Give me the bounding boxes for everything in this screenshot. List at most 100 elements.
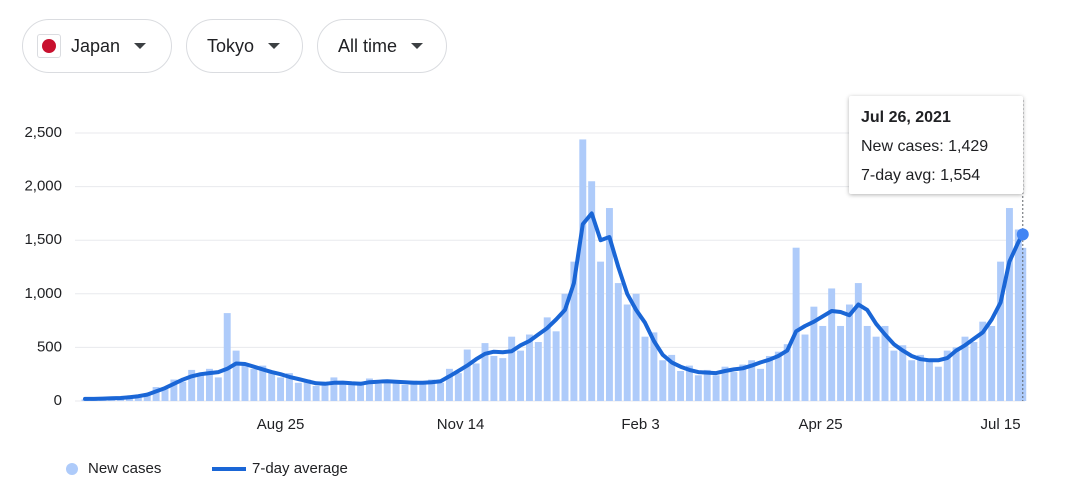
y-tick-label: 2,500 [24, 124, 62, 141]
bar [694, 375, 702, 401]
bar [934, 366, 942, 401]
x-tick-label: Feb 3 [621, 416, 659, 433]
bar [437, 382, 445, 401]
bar [614, 283, 622, 401]
bar [997, 261, 1005, 401]
bar [525, 334, 533, 401]
bar [765, 355, 773, 401]
bar [348, 384, 356, 401]
bar [908, 360, 916, 401]
bar [1005, 208, 1013, 401]
tooltip-title: Jul 26, 2021 [861, 109, 951, 126]
y-tick-label: 1,000 [24, 285, 62, 302]
time-dropdown[interactable]: All time [317, 19, 447, 73]
bar [881, 325, 889, 401]
bar [970, 342, 978, 401]
hover-point [1016, 228, 1029, 241]
bar [721, 366, 729, 401]
bar [837, 325, 845, 401]
tooltip: Jul 26, 2021 New cases: 1,429 7-day avg:… [849, 96, 1023, 194]
bar [712, 375, 720, 401]
bar [445, 368, 453, 401]
bar [161, 389, 169, 401]
bar [517, 350, 525, 401]
bar [1014, 229, 1022, 401]
bar [250, 368, 258, 401]
bar [374, 383, 382, 401]
bar [534, 342, 542, 401]
dropdown-label: All time [338, 35, 398, 56]
bar [854, 283, 862, 401]
bar [365, 378, 373, 401]
region-dropdown[interactable]: Tokyo [186, 19, 303, 73]
bar [214, 377, 222, 401]
bar [988, 325, 996, 401]
bar [561, 293, 569, 401]
bar [570, 261, 578, 401]
bar [294, 382, 302, 401]
bar [481, 343, 489, 401]
caret [411, 43, 424, 49]
bar [392, 382, 400, 401]
bar [330, 377, 338, 401]
bar [579, 139, 587, 401]
bar [241, 365, 249, 401]
bar [188, 369, 196, 401]
bar [783, 344, 791, 401]
bar [223, 313, 231, 401]
country-dropdown[interactable]: Japan [22, 19, 172, 73]
y-tick-label: 500 [37, 338, 62, 355]
bar [810, 306, 818, 401]
bar [632, 293, 640, 401]
legend-marker [66, 463, 78, 475]
bar [454, 373, 462, 401]
bar [668, 354, 676, 401]
bar [597, 261, 605, 401]
bar [472, 363, 480, 401]
bar [303, 379, 311, 401]
dropdown-label: Japan [71, 35, 121, 56]
bar [943, 350, 951, 401]
bar [650, 332, 658, 401]
bar [703, 369, 711, 401]
bar [757, 368, 765, 401]
y-tick-label: 0 [54, 392, 62, 409]
bar [605, 208, 613, 401]
bar [179, 381, 187, 401]
bar [259, 365, 267, 401]
bar [792, 247, 800, 401]
bar [134, 396, 142, 401]
bar [952, 347, 960, 401]
bar [419, 383, 427, 401]
x-tick-label: Aug 25 [257, 416, 305, 433]
bar [357, 381, 365, 401]
bar [321, 381, 329, 401]
bar [748, 360, 756, 401]
tooltip-row: New cases: 1,429 [861, 138, 989, 155]
bar [828, 288, 836, 401]
y-tick-label: 1,500 [24, 231, 62, 248]
bar [410, 380, 418, 401]
bar [819, 325, 827, 401]
y-tick-label: 2,000 [24, 178, 62, 195]
line [83, 211, 1025, 401]
bar [312, 385, 320, 401]
bar [677, 370, 685, 401]
bar [463, 349, 471, 401]
caret [134, 43, 147, 49]
legend-label: 7-day average [252, 460, 348, 477]
caret [268, 43, 281, 49]
bar [641, 336, 649, 401]
bar [170, 379, 178, 401]
bar [863, 325, 871, 401]
x-tick-label: Apr 25 [798, 416, 842, 433]
bar [205, 368, 213, 401]
bar [845, 304, 853, 401]
bar [872, 336, 880, 401]
bar [890, 350, 898, 401]
bar [152, 387, 160, 401]
bar [383, 379, 391, 401]
bar [277, 377, 285, 401]
bar [623, 304, 631, 401]
